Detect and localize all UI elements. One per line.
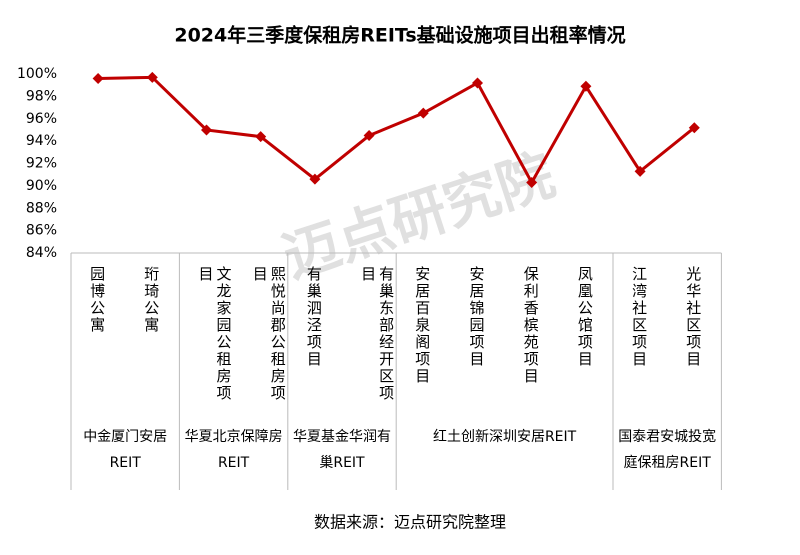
x-tick-label: 江湾社区项目 (630, 266, 649, 368)
x-tick-label: 文龙家园公租房项目 (196, 266, 233, 402)
x-tick-label: 有巢东部经开区项目 (359, 266, 396, 402)
group-label: 中金厦门安居REIT (83, 429, 168, 471)
marker (92, 72, 104, 84)
marker (255, 131, 267, 143)
y-tick-label: 90% (26, 178, 57, 194)
marker (472, 77, 483, 89)
x-tick-label: 凤凰公馆项目 (575, 266, 594, 368)
y-tick-label: 84% (26, 245, 57, 261)
x-tick-label: 光华社区项目 (684, 266, 703, 368)
x-tick-label: 安居锦园项目 (467, 266, 486, 368)
marker (688, 122, 700, 134)
y-tick-label: 88% (26, 200, 57, 216)
y-tick-label: 86% (26, 223, 57, 239)
group-label: 华夏北京保障房REIT (184, 429, 283, 471)
source: 数据来源：迈点研究院整理 (314, 513, 506, 532)
marker (309, 173, 321, 185)
line (98, 75, 696, 186)
x-tick-label: 保利香槟苑项目 (521, 266, 540, 385)
marker (146, 71, 158, 83)
marker (634, 165, 646, 177)
x-tick-label: 园博公寓 (88, 266, 107, 334)
marker (417, 107, 429, 119)
marker (526, 177, 538, 189)
y-tick-label: 100% (17, 66, 57, 82)
group-label: 红土创新深圳安居REIT (432, 429, 577, 445)
x-tick-label: 安居百泉阁项目 (413, 266, 432, 385)
y-tick-label: 94% (26, 133, 57, 149)
chart-title: 2024年三季度保租房REITs基础设施项目出租率情况 (174, 24, 625, 47)
y-tick-label: 92% (26, 156, 57, 172)
x-tick-label: 熙悦尚郡公租房项目 (250, 266, 287, 402)
marker (580, 80, 592, 92)
y-tick-label: 98% (26, 88, 57, 104)
y-tick-label: 96% (26, 111, 57, 127)
marker (363, 130, 375, 142)
group-label: 国泰君安城投宽庭保租房REIT (618, 429, 717, 471)
x-tick-label: 珩琦公寓 (142, 266, 161, 334)
x-tick-label: 有巢泗泾项目 (304, 266, 323, 368)
marker (201, 124, 212, 136)
group-label: 华夏基金华润有巢REIT (292, 429, 391, 471)
